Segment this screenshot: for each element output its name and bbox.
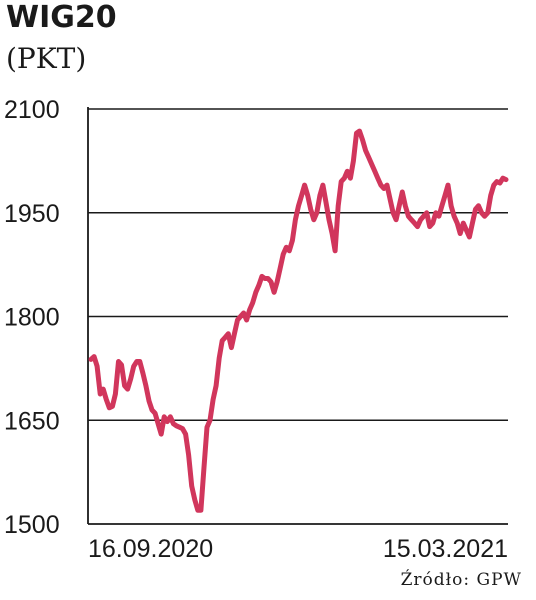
series-line-0 [88, 128, 509, 513]
y-tick-label: 1800 [4, 304, 60, 332]
x-tick-label: 15.03.2021 [383, 535, 508, 563]
chart-subtitle: (PKT) [6, 42, 87, 75]
y-tick-label: 1500 [4, 511, 60, 539]
x-tick-label: 16.09.2020 [88, 535, 213, 563]
y-tick-label: 1950 [4, 200, 60, 228]
y-tick-label: 2100 [4, 96, 60, 124]
y-tick-label: 1650 [4, 407, 60, 435]
chart-title: WIG20 [6, 0, 117, 35]
source-note: Źródło: GPW [400, 570, 522, 590]
